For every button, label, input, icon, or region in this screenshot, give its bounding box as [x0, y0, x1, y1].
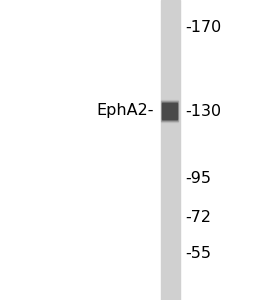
Text: EphA2-: EphA2- — [96, 103, 154, 118]
Text: -170: -170 — [185, 20, 221, 34]
Text: -72: -72 — [185, 210, 211, 225]
Bar — [162, 103, 177, 119]
Bar — [161, 0, 180, 300]
Bar — [161, 100, 178, 122]
Bar — [161, 102, 177, 120]
Bar — [161, 101, 178, 121]
Text: -55: -55 — [185, 246, 211, 261]
Text: -95: -95 — [185, 171, 211, 186]
Text: -130: -130 — [185, 103, 221, 118]
